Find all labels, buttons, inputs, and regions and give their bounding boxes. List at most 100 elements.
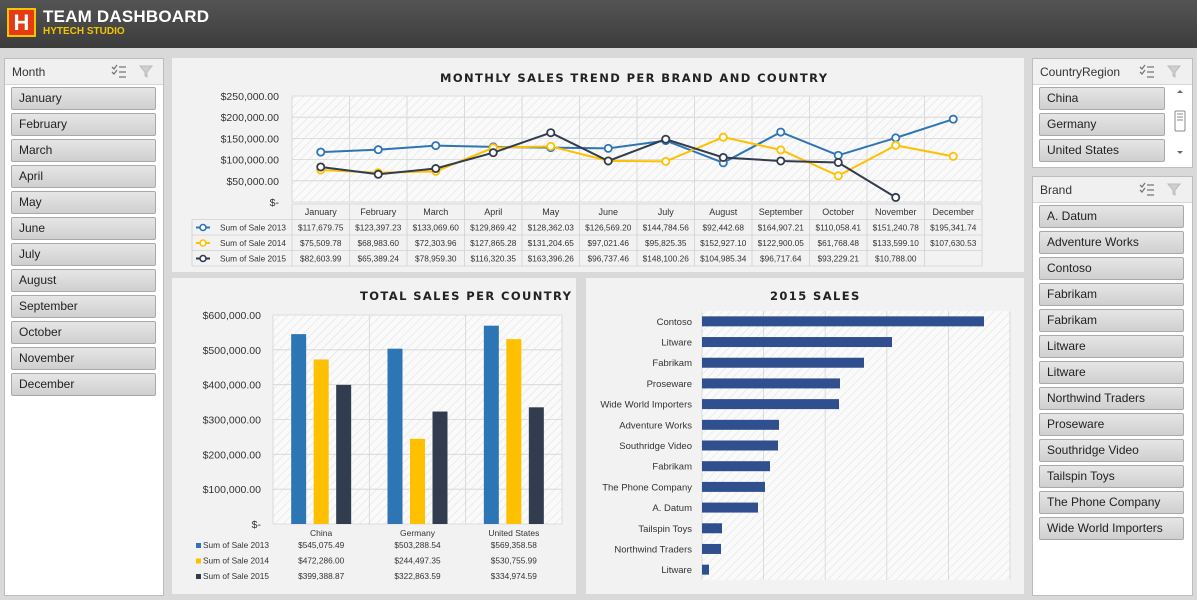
monthly-trend-panel: MONTHLY SALES TREND PER BRAND AND COUNTR… — [172, 58, 1024, 272]
month-slicer: Month January February March April May June Ju… — [4, 58, 164, 596]
month-slicer-item[interactable]: May — [11, 191, 156, 214]
clear-filter-icon[interactable] — [1166, 64, 1182, 79]
country-slicer-item[interactable]: United States — [1039, 139, 1165, 162]
month-slicer-item[interactable]: September — [11, 295, 156, 318]
sales-2015-panel: 2015 SALES Contoso Litware Fabrikam Prosewa… — [586, 278, 1024, 594]
data-table-cell: $129,869.42 — [470, 223, 517, 233]
scroll-down-icon[interactable] — [1177, 151, 1183, 154]
x-tick-label: December — [932, 207, 974, 217]
month-slicer-item[interactable]: November — [11, 347, 156, 370]
y-tick-label: $300,000.00 — [203, 415, 262, 427]
brand-slicer-item[interactable]: Litware — [1039, 335, 1184, 358]
x-tick-label: May — [542, 207, 560, 217]
country-slicer-item[interactable]: Germany — [1039, 113, 1165, 136]
multi-select-icon[interactable] — [1139, 182, 1155, 197]
data-table-cell: $96,717.64 — [760, 254, 802, 264]
bar — [702, 419, 779, 430]
data-table-cell: $163,396.26 — [528, 254, 575, 264]
month-slicer-item[interactable]: April — [11, 165, 156, 188]
month-slicer-header: Month — [5, 59, 163, 85]
clear-filter-icon[interactable] — [1166, 182, 1182, 197]
monthly-trend-title: MONTHLY SALES TREND PER BRAND AND COUNTR… — [440, 71, 829, 85]
bar — [506, 339, 522, 524]
x-tick-label: July — [658, 207, 675, 217]
bar — [528, 407, 544, 524]
brand-slicer-item[interactable]: Fabrikam — [1039, 309, 1184, 332]
data-point — [891, 140, 901, 150]
month-slicer-item[interactable]: February — [11, 113, 156, 136]
data-table-cell: $334,974.59 — [491, 571, 538, 581]
y-tick-label: $250,000.00 — [221, 91, 280, 103]
bar — [702, 502, 758, 513]
scroll-up-icon[interactable] — [1177, 90, 1183, 93]
clear-filter-icon[interactable] — [138, 64, 154, 79]
month-slicer-item[interactable]: August — [11, 269, 156, 292]
data-point — [891, 192, 901, 202]
month-slicer-item[interactable]: October — [11, 321, 156, 344]
y-tick-label: $500,000.00 — [203, 345, 262, 357]
brand-slicer-item[interactable]: Wide World Importers — [1039, 517, 1184, 540]
data-point — [718, 152, 728, 162]
month-slicer-item[interactable]: July — [11, 243, 156, 266]
data-table-cell: $322,863.59 — [394, 571, 441, 581]
data-point — [776, 127, 786, 137]
data-table-cell: $107,630.53 — [930, 238, 977, 248]
legend-label: Sum of Sale 2014 — [220, 238, 286, 248]
brand-slicer-item[interactable]: Tailspin Toys — [1039, 465, 1184, 488]
month-slicer-item[interactable]: December — [11, 373, 156, 396]
brand-slicer-item[interactable]: Litware — [1039, 361, 1184, 384]
month-slicer-item[interactable]: June — [11, 217, 156, 240]
y-tick-label: $- — [252, 519, 262, 531]
brand-slicer-item[interactable]: Contoso — [1039, 257, 1184, 280]
country-slicer-item[interactable]: China — [1039, 87, 1165, 110]
multi-select-icon[interactable] — [1139, 64, 1155, 79]
data-point — [316, 147, 326, 157]
month-slicer-item[interactable]: January — [11, 87, 156, 110]
data-table-cell: $151,240.78 — [873, 223, 920, 233]
brand-slicer-item[interactable]: A. Datum — [1039, 205, 1184, 228]
brand-slicer-item[interactable]: Southridge Video — [1039, 439, 1184, 462]
data-point — [316, 162, 326, 172]
brand-slicer-header: Brand — [1033, 177, 1192, 203]
brand-slicer-item[interactable]: Fabrikam — [1039, 283, 1184, 306]
legend-marker — [199, 223, 207, 232]
y-tick-label: Tailspin Toys — [638, 524, 692, 535]
legend-label: Sum of Sale 2014 — [203, 556, 269, 566]
data-table-cell: $122,900.05 — [758, 238, 805, 248]
data-table-cell: $92,442.68 — [702, 223, 744, 233]
data-table-cell: $104,985.34 — [700, 254, 747, 264]
data-table-cell: $93,229.21 — [817, 254, 859, 264]
x-tick-label: February — [360, 207, 397, 217]
country-slicer-title: CountryRegion — [1040, 65, 1121, 79]
country-slicer-scrollbar[interactable] — [1172, 87, 1188, 163]
brand-slicer-item[interactable]: Adventure Works — [1039, 231, 1184, 254]
scroll-thumb[interactable] — [1174, 110, 1186, 132]
bar — [432, 411, 448, 524]
multi-select-icon[interactable] — [111, 64, 127, 79]
bar — [410, 438, 425, 524]
data-point — [488, 148, 498, 158]
y-tick-label: Litware — [661, 338, 692, 349]
app-subtitle: HYTECH STUDIO — [43, 26, 125, 37]
y-tick-label: Northwind Traders — [614, 544, 692, 555]
data-table-cell: $95,825.35 — [645, 238, 687, 248]
brand-slicer-item[interactable]: The Phone Company — [1039, 491, 1184, 514]
legend-label: Sum of Sale 2013 — [203, 540, 269, 550]
legend-marker — [199, 254, 207, 263]
bar — [702, 378, 840, 389]
data-point — [948, 114, 958, 124]
data-point — [661, 134, 671, 144]
data-point — [546, 128, 556, 138]
brand-slicer: Brand A. Datum Adventure Works Contoso Fabr… — [1032, 176, 1193, 596]
bar — [702, 523, 722, 534]
data-point — [373, 145, 383, 155]
brand-slicer-item[interactable]: Proseware — [1039, 413, 1184, 436]
data-point — [718, 132, 728, 142]
y-tick-label: Contoso — [657, 317, 692, 328]
brand-slicer-item[interactable]: Northwind Traders — [1039, 387, 1184, 410]
data-table-cell: $164,907.21 — [758, 223, 805, 233]
month-slicer-item[interactable]: March — [11, 139, 156, 162]
x-tick-label: October — [822, 207, 854, 217]
y-tick-label: $400,000.00 — [203, 380, 262, 392]
bar — [702, 481, 765, 492]
